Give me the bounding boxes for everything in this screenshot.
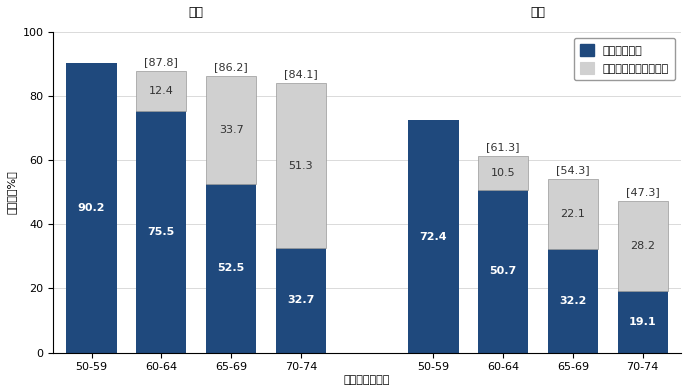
Text: 男性: 男性 — [189, 6, 204, 19]
Text: 28.2: 28.2 — [630, 241, 655, 251]
Text: 22.1: 22.1 — [561, 209, 585, 219]
Text: 10.5: 10.5 — [491, 168, 515, 178]
Text: [84.1]: [84.1] — [284, 69, 318, 80]
Bar — [548, 178, 598, 249]
X-axis label: 年齢階層（歳）: 年齢階層（歳） — [344, 375, 390, 385]
Bar — [276, 248, 326, 352]
Bar — [618, 291, 668, 352]
Bar — [206, 184, 256, 352]
Legend: 実際の就業率, 就業率の引き上げ余地: 実際の就業率, 就業率の引き上げ余地 — [574, 38, 676, 80]
Text: 75.5: 75.5 — [148, 227, 175, 236]
Bar — [136, 71, 186, 111]
Bar — [548, 249, 598, 352]
Bar — [408, 120, 458, 352]
Text: [61.3]: [61.3] — [486, 143, 520, 152]
Bar — [67, 64, 117, 352]
Bar — [276, 83, 326, 248]
Text: 19.1: 19.1 — [629, 317, 656, 327]
Text: 50.7: 50.7 — [490, 266, 517, 276]
Text: [86.2]: [86.2] — [214, 62, 248, 73]
Text: 12.4: 12.4 — [149, 86, 174, 96]
Bar — [478, 156, 528, 190]
Text: 51.3: 51.3 — [288, 160, 313, 171]
Text: 32.7: 32.7 — [287, 295, 314, 305]
Text: 52.5: 52.5 — [217, 263, 245, 273]
Text: 32.2: 32.2 — [559, 296, 587, 306]
Text: [87.8]: [87.8] — [144, 57, 178, 67]
Text: 90.2: 90.2 — [78, 203, 105, 213]
Bar — [136, 111, 186, 352]
Text: [54.3]: [54.3] — [556, 165, 590, 175]
Y-axis label: 就業率（%）: 就業率（%） — [7, 171, 17, 214]
Text: 72.4: 72.4 — [420, 232, 447, 241]
Text: [47.3]: [47.3] — [626, 187, 660, 197]
Bar — [478, 190, 528, 352]
Bar — [618, 201, 668, 291]
Bar — [206, 76, 256, 184]
Text: 33.7: 33.7 — [219, 125, 244, 135]
Text: 女性: 女性 — [530, 6, 546, 19]
